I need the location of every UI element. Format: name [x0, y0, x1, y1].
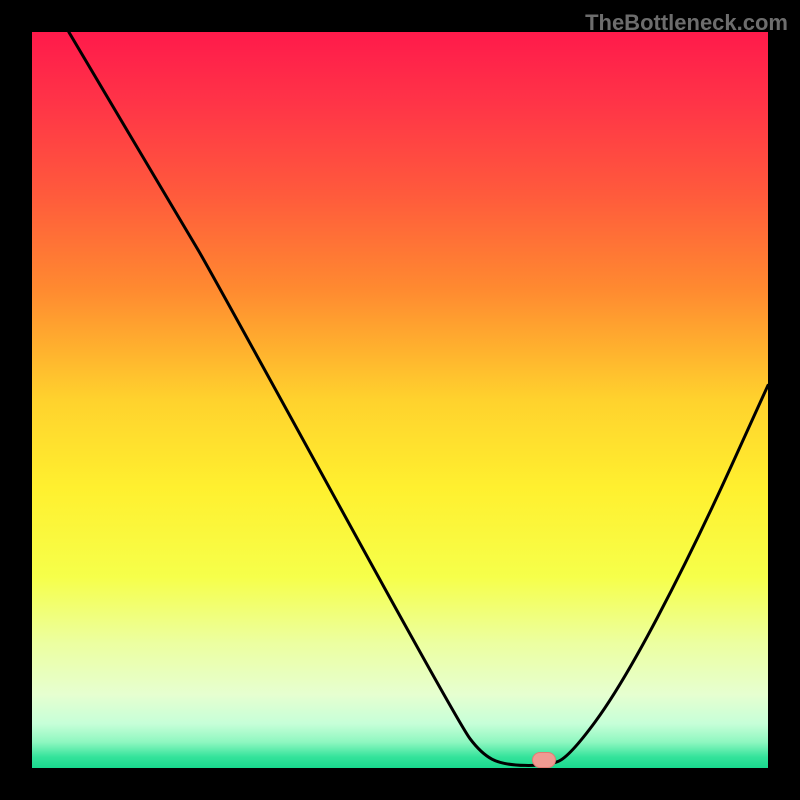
bottleneck-plot: [0, 0, 800, 800]
gradient-background: [32, 32, 768, 768]
chart-stage: TheBottleneck.com: [0, 0, 800, 800]
